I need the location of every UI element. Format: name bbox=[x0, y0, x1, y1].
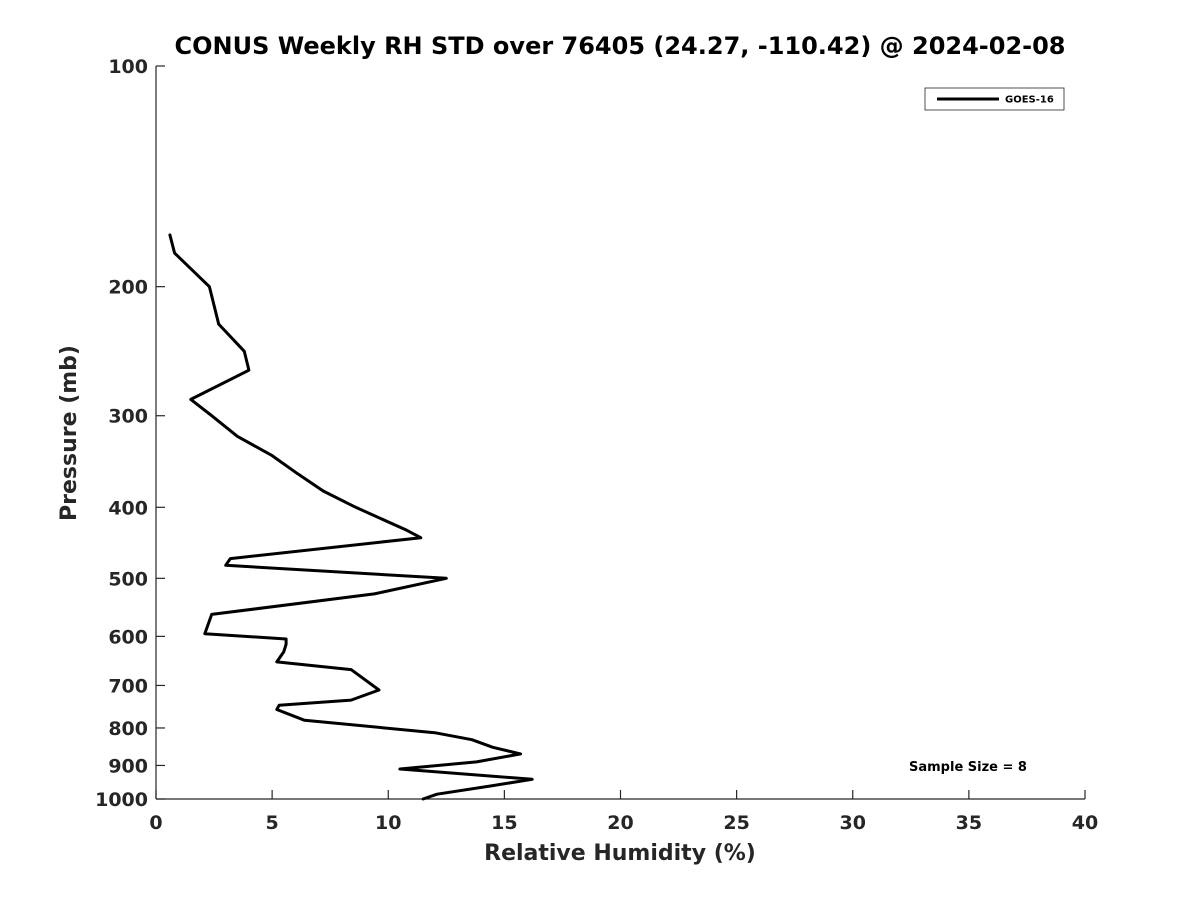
y-tick-label: 500 bbox=[108, 568, 148, 590]
x-tick-label: 35 bbox=[956, 812, 982, 834]
series-layer bbox=[168, 233, 534, 801]
x-tick-label: 10 bbox=[375, 812, 401, 834]
x-tick-label: 30 bbox=[840, 812, 866, 834]
sample-size-annotation: Sample Size = 8 bbox=[909, 760, 1027, 775]
y-tick-label: 200 bbox=[108, 277, 148, 299]
x-tick-label: 15 bbox=[491, 812, 517, 834]
series-line-goes-16 bbox=[168, 233, 534, 801]
y-tick-label: 600 bbox=[108, 626, 148, 648]
y-tick-label: 400 bbox=[108, 497, 148, 519]
y-tick-label: 700 bbox=[108, 675, 148, 697]
y-tick-label: 300 bbox=[108, 406, 148, 428]
x-tick-label: 5 bbox=[266, 812, 279, 834]
legend: GOES-16 bbox=[924, 87, 1065, 111]
y-axis-ticks: 100 200 300 400 500 600 700 800 900 1000 bbox=[95, 56, 165, 811]
y-tick-label: 1000 bbox=[95, 789, 148, 811]
x-tick-label: 25 bbox=[723, 812, 749, 834]
chart-title: CONUS Weekly RH STD over 76405 (24.27, -… bbox=[174, 32, 1065, 60]
y-tick-label: 100 bbox=[108, 56, 148, 78]
y-axis-label: Pressure (mb) bbox=[57, 345, 82, 521]
y-tick-label: 800 bbox=[108, 718, 148, 740]
x-tick-label: 20 bbox=[607, 812, 633, 834]
x-axis-label: Relative Humidity (%) bbox=[484, 841, 756, 866]
legend-label-goes-16: GOES-16 bbox=[1005, 95, 1054, 106]
x-tick-label: 40 bbox=[1072, 812, 1098, 834]
y-tick-label: 900 bbox=[108, 755, 148, 777]
x-axis-ticks: 0 5 10 15 20 25 30 35 40 bbox=[149, 790, 1098, 834]
x-tick-label: 0 bbox=[149, 812, 162, 834]
